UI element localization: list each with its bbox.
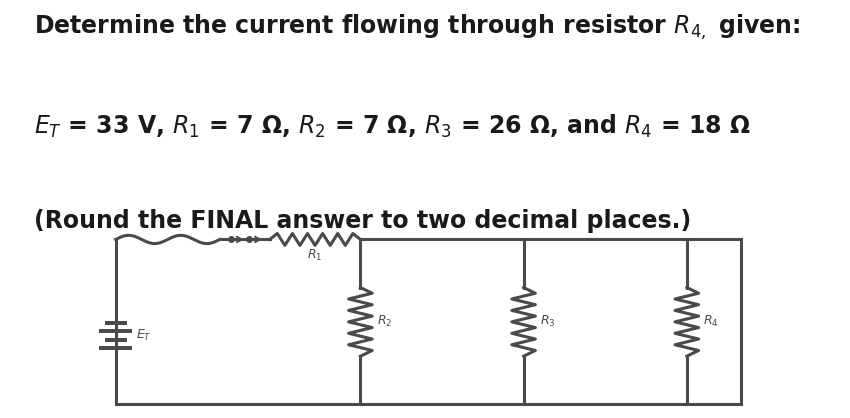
Text: $E_T$: $E_T$ — [135, 328, 151, 343]
Text: (Round the FINAL answer to two decimal places.): (Round the FINAL answer to two decimal p… — [34, 209, 691, 233]
Text: Determine the current flowing through resistor $R_{4,}$ given:: Determine the current flowing through re… — [34, 13, 800, 42]
Text: $R_3$: $R_3$ — [540, 314, 556, 329]
Text: $R_4$: $R_4$ — [703, 314, 719, 329]
Text: $R_1$: $R_1$ — [308, 248, 323, 263]
Text: $E_T$ = 33 V, $R_1$ = 7 Ω, $R_2$ = 7 Ω, $R_3$ = 26 Ω, and $R_4$ = 18 Ω: $E_T$ = 33 V, $R_1$ = 7 Ω, $R_2$ = 7 Ω, … — [34, 113, 751, 140]
Text: $R_2$: $R_2$ — [377, 314, 392, 329]
